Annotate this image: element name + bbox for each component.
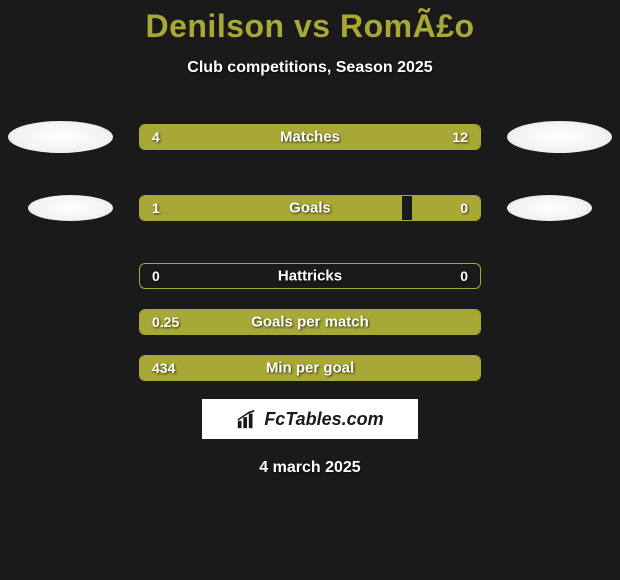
page-title: Denilson vs RomÃ£o	[0, 8, 620, 45]
chart-icon	[236, 408, 258, 430]
stat-right-value: 12	[452, 129, 468, 145]
comparison-card: Denilson vs RomÃ£o Club competitions, Se…	[0, 0, 620, 477]
bar-fill-right	[412, 196, 480, 220]
stat-left-value: 434	[152, 360, 175, 376]
stat-bar-mpg: 434 Min per goal	[139, 355, 481, 381]
stat-bar-gpm: 0.25 Goals per match	[139, 309, 481, 335]
stat-label: Matches	[280, 129, 340, 146]
stat-left-value: 0.25	[152, 314, 179, 330]
stat-row: 4 Matches 12	[8, 121, 612, 153]
stat-left-value: 4	[152, 129, 160, 145]
player-badge-right	[507, 121, 612, 153]
stat-bar-goals: 1 Goals 0	[139, 195, 481, 221]
bar-fill-right	[225, 125, 480, 149]
stat-bar-hattricks: 0 Hattricks 0	[139, 263, 481, 289]
stat-row: 1 Goals 0	[28, 195, 592, 221]
stat-label: Min per goal	[266, 360, 354, 377]
stat-right-value: 0	[460, 200, 468, 216]
subtitle: Club competitions, Season 2025	[0, 59, 620, 77]
stat-left-value: 1	[152, 200, 160, 216]
fctables-logo[interactable]: FcTables.com	[202, 399, 418, 439]
player-badge-right	[507, 195, 592, 221]
stat-label: Hattricks	[278, 268, 342, 285]
stat-bars: 4 Matches 12 1 Goals 0 0 Hattricks 0	[0, 121, 620, 381]
stat-label: Goals per match	[251, 314, 369, 331]
stat-left-value: 0	[152, 268, 160, 284]
stat-bar-matches: 4 Matches 12	[139, 124, 481, 150]
player-badge-left	[8, 121, 113, 153]
player-badge-left	[28, 195, 113, 221]
stat-label: Goals	[289, 200, 331, 217]
date-label: 4 march 2025	[0, 459, 620, 477]
stat-right-value: 0	[460, 268, 468, 284]
logo-text: FcTables.com	[264, 409, 383, 430]
bar-fill-left	[140, 196, 402, 220]
